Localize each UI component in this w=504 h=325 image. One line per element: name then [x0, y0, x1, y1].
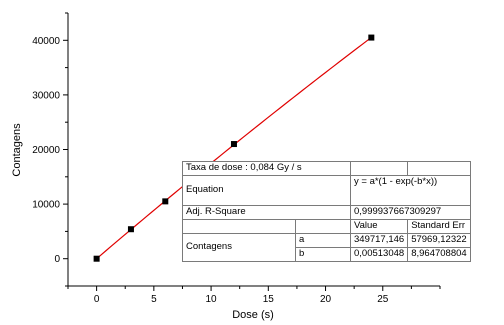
value-header: Value: [349, 218, 409, 234]
data-point: [230, 141, 237, 148]
data-point: [162, 198, 169, 205]
param-stderr: 57969,12322: [407, 232, 471, 248]
y-axis-label: Contagens: [11, 123, 23, 177]
param-name: a: [295, 232, 351, 248]
fit-table-param-row: Contagens a 349717,146 57969,12322: [182, 232, 471, 262]
y-tick-label: 0: [54, 254, 60, 265]
data-point: [127, 226, 134, 233]
x-tick-label: 15: [263, 294, 275, 305]
fit-table-equation-row: Equation y = a*(1 - exp(-b*x)): [182, 174, 471, 206]
x-tick-label: 0: [94, 294, 100, 305]
fit-table-r2-row: Adj. R-Square 0,999937667309297: [182, 204, 471, 220]
axes: 0 5 10 15 20 25 0 10000 20000 30000 40000: [32, 12, 441, 305]
points-layer: [93, 34, 375, 262]
param-stderr: 8,964708804: [407, 246, 471, 262]
fit-table-param-row: b 0,00513048 8,964708804: [183, 246, 471, 262]
y-tick-label: 10000: [32, 200, 60, 211]
param-value: 0,00513048: [349, 246, 409, 262]
fit-table-empty-cell: [182, 218, 296, 234]
x-tick-label: 20: [320, 294, 332, 305]
y-tick-label: 30000: [32, 90, 60, 101]
fit-table-header-row: Value Standard Err: [182, 218, 471, 234]
adj-r2-label: Adj. R-Square: [182, 204, 351, 220]
stderr-header: Standard Err: [407, 218, 471, 234]
x-tick-label: 25: [377, 294, 389, 305]
param-name: b: [295, 246, 351, 262]
y-tick-label: 20000: [32, 145, 60, 156]
fit-table-title: Taxa de dose : 0,084 Gy / s: [182, 161, 351, 176]
x-axis-label: Dose (s): [232, 309, 274, 321]
equation-label: Equation: [182, 174, 351, 206]
x-tick-label: 5: [151, 294, 157, 305]
param-value: 349717,146: [349, 232, 409, 248]
fit-table-empty-cell: [407, 161, 471, 176]
fit-table-empty-cell: [295, 218, 351, 234]
fit-results-table: Taxa de dose : 0,084 Gy / s Equation y =…: [182, 161, 471, 262]
equation-value: y = a*(1 - exp(-b*x)): [350, 174, 471, 206]
adj-r2-value: 0,999937667309297: [350, 204, 471, 220]
data-point: [93, 255, 100, 262]
group-label: Contagens: [182, 232, 296, 262]
x-tick-label: 10: [206, 294, 218, 305]
fit-table-title-row: Taxa de dose : 0,084 Gy / s: [182, 161, 471, 176]
y-tick-label: 40000: [32, 36, 60, 47]
fit-table-empty-cell: [349, 161, 409, 176]
data-point: [368, 34, 375, 41]
